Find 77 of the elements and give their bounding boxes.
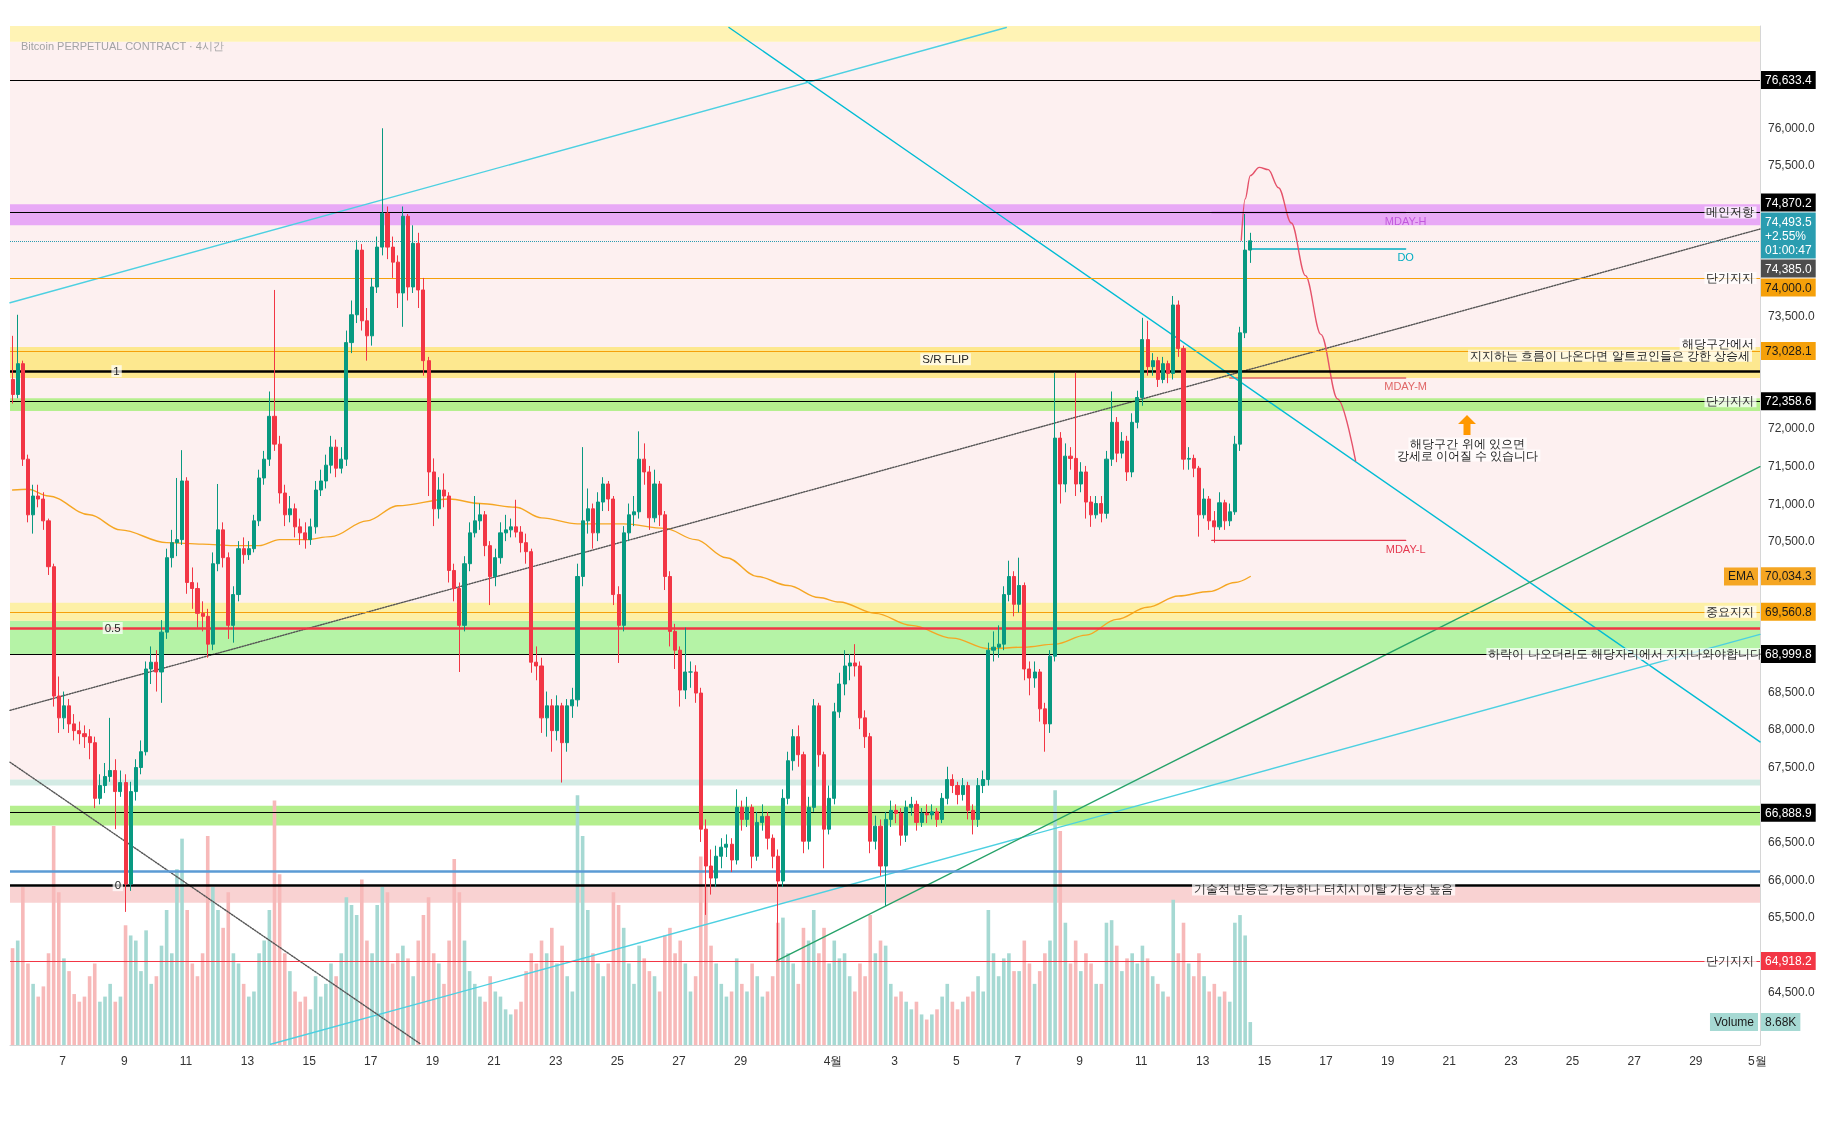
annotation: 0.5: [104, 622, 121, 634]
x-tick-label: 27: [1627, 1054, 1642, 1068]
annotation: 단기지지: [1706, 395, 1755, 408]
x-tick-label: 5: [952, 1054, 960, 1068]
x-tick-label: 29: [733, 1054, 748, 1068]
ref-line-label: 69,560.8: [1765, 604, 1813, 619]
text: 70,034.3: [1765, 569, 1813, 584]
annotation: 지지하는 흐름이 나온다면 알트코인들은 강한 상승세: [1470, 349, 1750, 362]
x-tick-label: 15: [302, 1054, 317, 1068]
x-tick-label: 19: [1380, 1054, 1395, 1068]
y-tick-label: 71,000.0: [1768, 496, 1816, 511]
ref-line-label: 72,358.6: [1765, 394, 1813, 409]
x-tick-label: 13: [1196, 1054, 1210, 1068]
y-tick-label: 66,000.0: [1768, 872, 1816, 887]
x-tick-label: 11: [179, 1054, 193, 1068]
legend-label: Volume: [1713, 1015, 1755, 1030]
y-tick-label: 65,500.0: [1768, 910, 1816, 925]
annotation: S/R FLIP: [922, 353, 970, 366]
series-label: MDAY-H: [1384, 215, 1427, 227]
x-tick-label: 9: [120, 1054, 128, 1068]
x-tick-label: 3: [891, 1054, 899, 1068]
y-tick-label: 71,500.0: [1768, 458, 1816, 473]
series-label: DO: [1397, 251, 1415, 264]
x-tick-label: 4월: [823, 1054, 843, 1068]
x-tick-label: 23: [1504, 1054, 1518, 1068]
x-tick-label: 25: [1565, 1054, 1580, 1068]
annotation: 단기지지: [1706, 954, 1755, 967]
ref-line-label: 74,493.5 +2.55% 01:00:47: [1765, 214, 1813, 257]
annotation: 1: [113, 365, 120, 378]
x-tick-label: 9: [1076, 1054, 1084, 1068]
x-tick-label: 17: [1319, 1054, 1334, 1068]
annotation: 해당구간 위에 있으면: [1410, 437, 1525, 450]
y-tick-label: 67,500.0: [1768, 759, 1816, 774]
text: 8.68K: [1765, 1015, 1797, 1030]
x-tick-label: 23: [548, 1054, 563, 1068]
series-label: MDAY-L: [1385, 542, 1426, 555]
y-tick-label: 72,000.0: [1768, 421, 1816, 436]
x-tick-label: 25: [610, 1054, 625, 1068]
y-tick-label: 70,500.0: [1768, 534, 1816, 549]
x-tick-label: 7: [1014, 1054, 1022, 1068]
y-tick-label: 75,500.0: [1768, 158, 1816, 173]
ref-line-label: 73,028.1: [1765, 344, 1813, 359]
x-tick-label: 17: [364, 1054, 378, 1068]
x-tick-label: 21: [487, 1054, 502, 1068]
annotation: 중요지지: [1706, 605, 1755, 618]
annotation: 단기지지: [1706, 271, 1755, 284]
y-tick-label: 68,000.0: [1768, 722, 1816, 737]
annotation: 하락이 나오더라도 해당자리에서 지지나와야합니다: [1488, 647, 1762, 660]
x-tick-label: 5월: [1748, 1054, 1767, 1068]
x-tick-label: 15: [1257, 1054, 1272, 1068]
y-tick-label: 66,500.0: [1768, 834, 1816, 849]
text: Bitcoin PERPETUAL CONTRACT · 4시간: [21, 39, 224, 52]
ref-line-label: 68,999.8: [1765, 646, 1813, 661]
x-tick-label: 19: [425, 1054, 440, 1068]
y-tick-label: 76,000.0: [1768, 120, 1816, 135]
annotation: 메인저항: [1706, 206, 1755, 219]
y-tick-label: 73,500.0: [1768, 308, 1816, 323]
y-tick-label: 64,500.0: [1768, 985, 1816, 1000]
text: EMA: [1727, 569, 1754, 584]
annotation: 0: [114, 879, 122, 892]
x-tick-label: 21: [1442, 1054, 1457, 1068]
annotation: 강세로 이어질 수 있습니다: [1396, 449, 1539, 462]
x-tick-label: 27: [672, 1054, 686, 1068]
x-tick-label: 11: [1134, 1054, 1148, 1068]
annotation: 기술적 반등은 가능하나 터치시 이탈 가능성 높음: [1194, 883, 1454, 896]
ref-line-label: 66,888.9: [1765, 805, 1813, 820]
series-label: MDAY-M: [1384, 380, 1428, 393]
annotation: 해당구간에서: [1681, 338, 1754, 351]
ref-line-label: 74,870.2: [1765, 195, 1813, 210]
ref-line-label: 74,000.0: [1765, 280, 1813, 295]
ref-line-label: 64,918.2: [1765, 953, 1813, 968]
text: 74,385.0: [1765, 261, 1813, 276]
x-tick-label: 29: [1689, 1054, 1703, 1068]
ref-line-label: 76,633.4: [1765, 72, 1813, 87]
y-tick-label: 68,500.0: [1768, 684, 1816, 699]
x-tick-label: 7: [59, 1054, 67, 1068]
x-tick-label: 13: [240, 1054, 255, 1068]
